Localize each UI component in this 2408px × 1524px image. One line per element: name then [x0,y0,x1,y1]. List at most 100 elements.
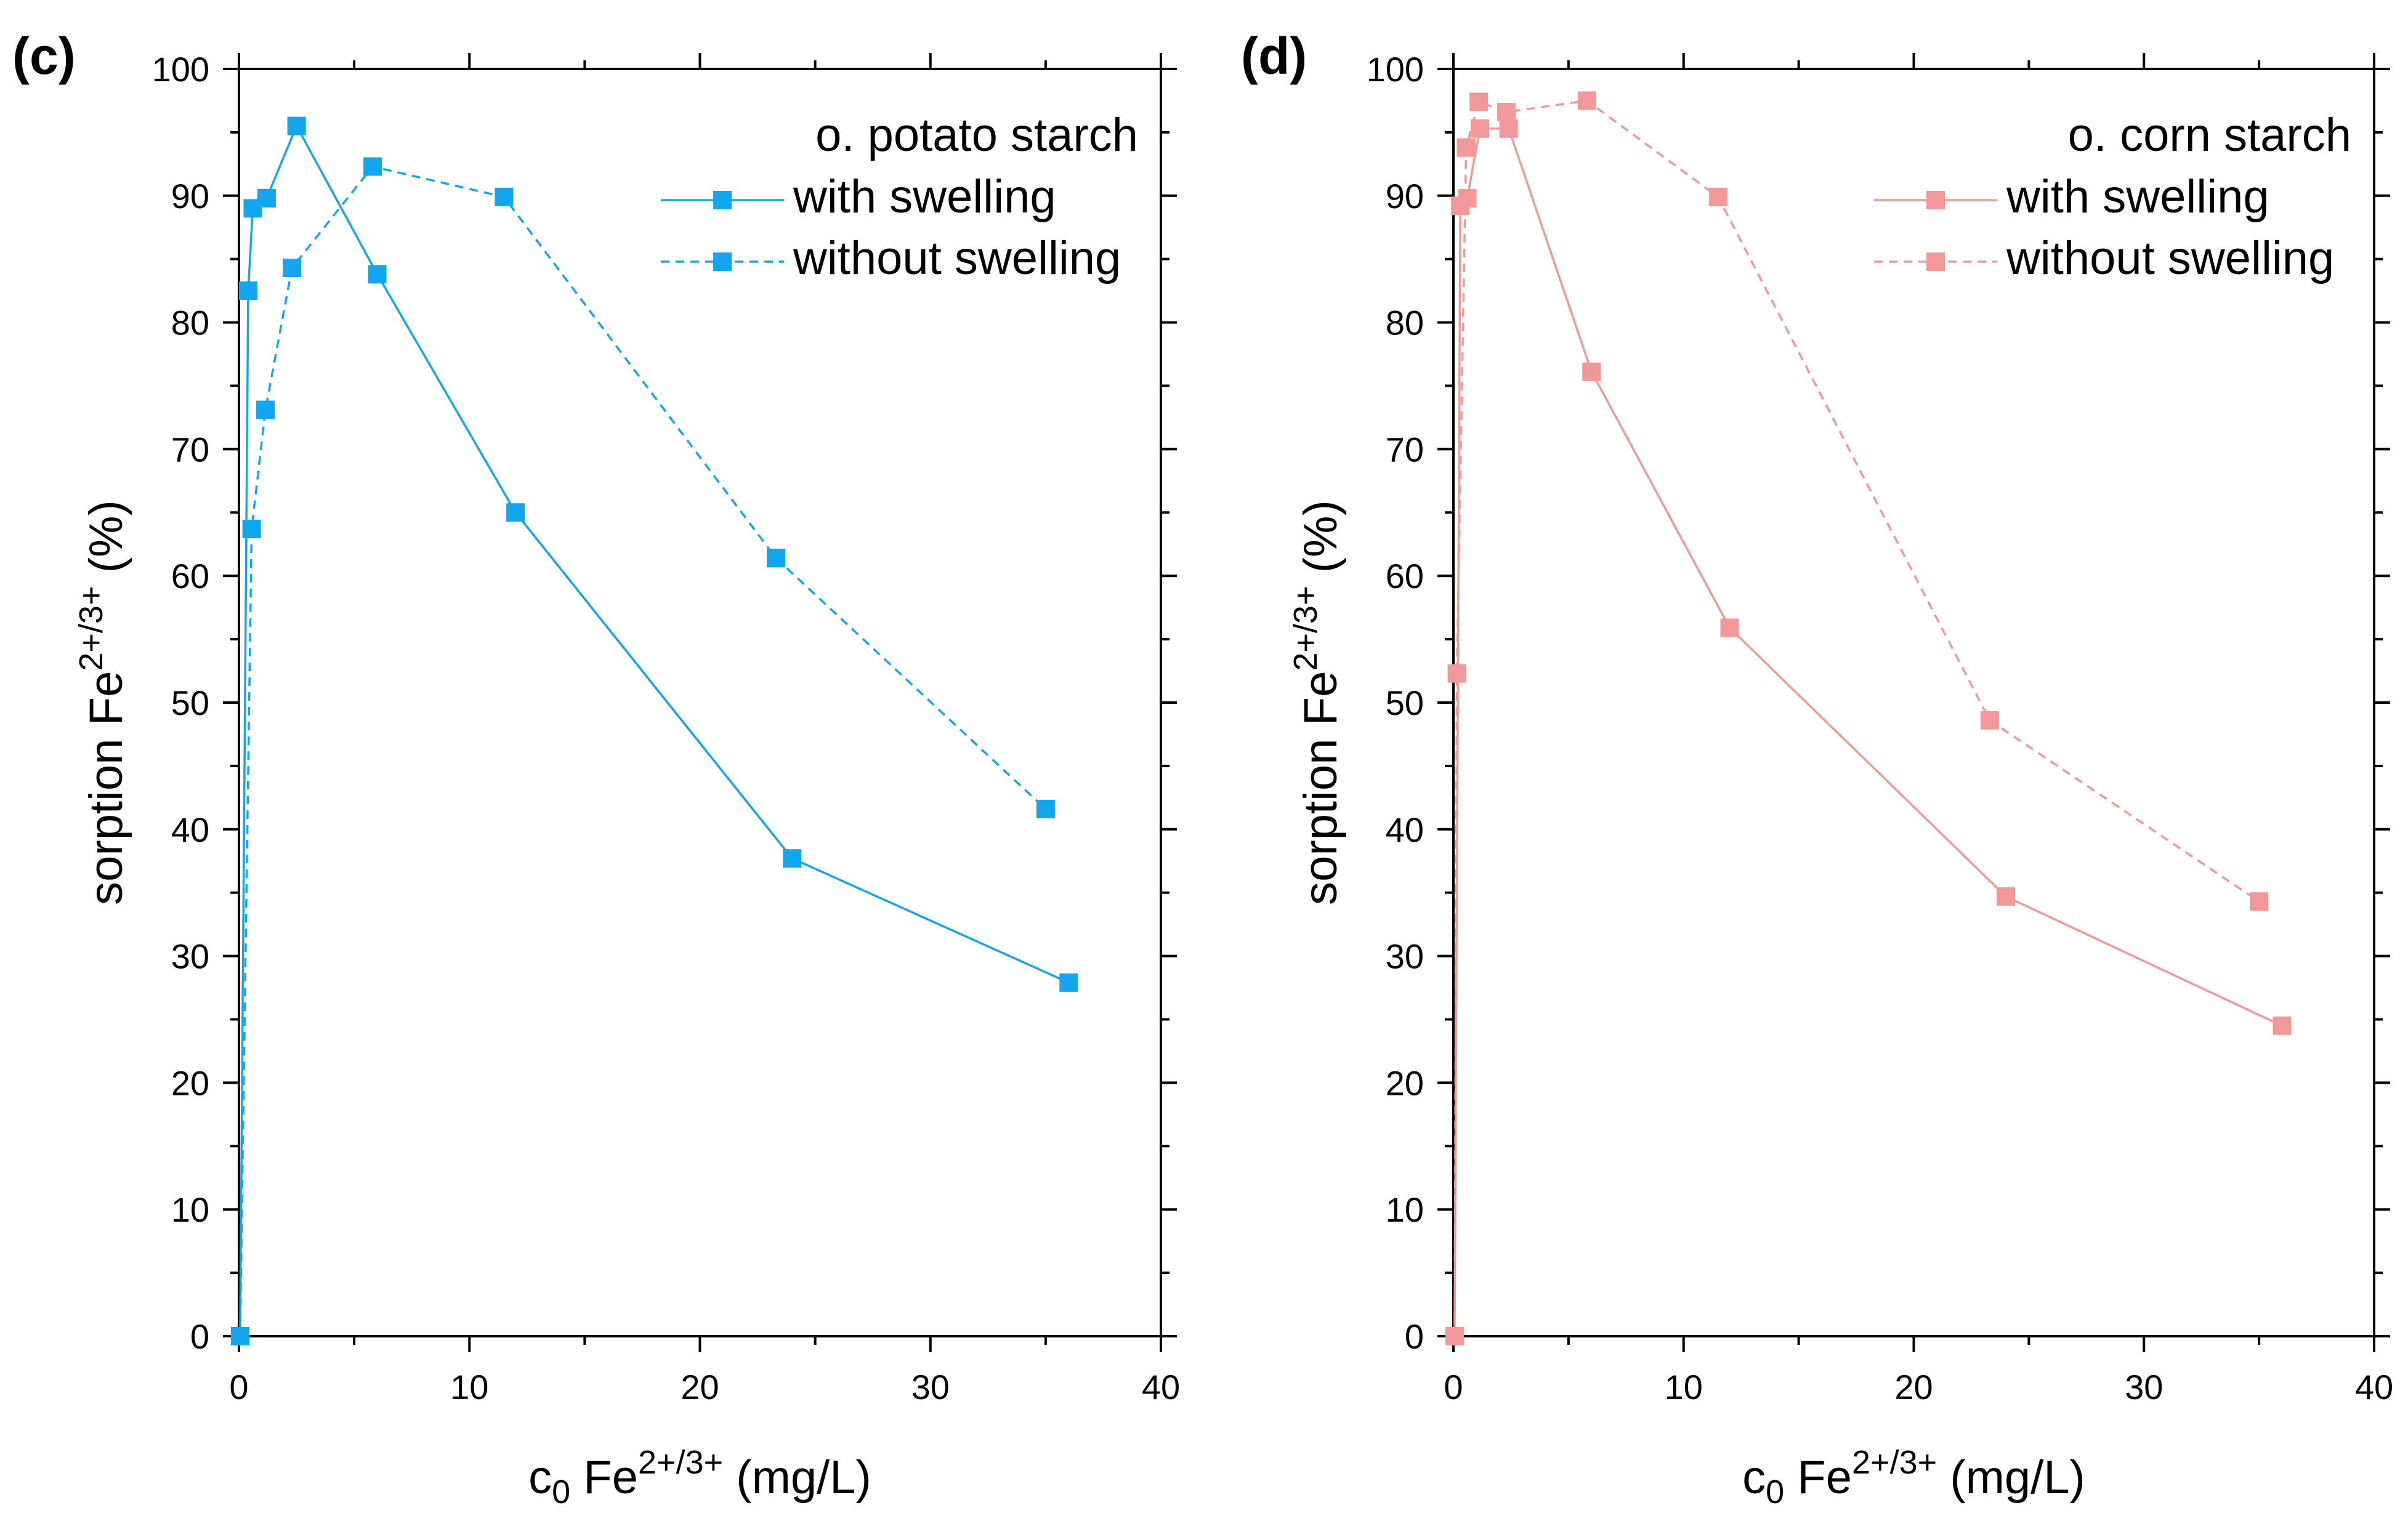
panel-c-y-tick-label: 60 [171,557,209,595]
panel-c-y-tick-label: 70 [171,430,209,469]
panel-c-series-with-swelling-line [239,123,1070,1337]
panel-d-y-tick-label: 40 [1386,810,1424,849]
panel-d-x-tick-label: 10 [1665,1368,1703,1406]
panel-c-y-tick-label: 50 [171,683,209,722]
panel-c-x-axis-label-sub: 0 [552,1474,570,1510]
panel-c-series-with-swelling-marker [783,849,802,868]
panel-d-series-without-swelling-marker [1577,91,1596,110]
panel-c-x-axis-label-unit: (mg/L) [723,1451,871,1504]
panel-c-series-with-swelling-marker [1059,973,1078,992]
panel-d-y-tick-label: 70 [1386,430,1424,469]
panel-c-series-with-swelling-marker [287,116,306,135]
panel-c-legend-with-swelling-label: with swelling [793,171,1056,223]
panel-c-x-tick-label: 0 [229,1368,248,1406]
panel-d-series-without-swelling-marker [1497,102,1516,121]
panel-d-y-tick-label: 20 [1386,1063,1424,1102]
panel-c-series-without-swelling-line [239,165,1047,1337]
panel-c-y-tick-label: 30 [171,937,209,976]
panel-d-x-axis-label-sup: 2+/3+ [1852,1444,1937,1481]
panel-d-letter: (d) [1241,27,1307,85]
panel-c-y-tick-label: 20 [171,1063,209,1102]
panel-d-series-without-swelling-marker [2250,892,2269,911]
panel-d-series-with-swelling-marker [1720,618,1739,637]
panel-d-y-axis-label-unit: (%) [1295,500,1347,586]
panel-d-y-tick-label: 80 [1386,304,1424,342]
panel-c-x-tick-label: 40 [1142,1368,1180,1406]
panel-d-y-tick-label: 50 [1386,683,1424,722]
panel-d-series-with-swelling-marker [1458,188,1477,208]
panel-c-y-tick-label: 100 [152,50,209,89]
panel-c-y-axis-label-main: sorption Fe [80,671,132,905]
panel-d-legend-without-swelling-label: without swelling [2006,232,2334,284]
panel-c-legend-without-swelling-marker [713,252,732,271]
panel-c-series-without-swelling-marker [767,549,786,568]
panel-d-series-with-swelling-marker [2273,1016,2292,1035]
panel-d-series-without-swelling-marker [1708,187,1727,206]
panel-c-x-axis-label-sup: 2+/3+ [638,1444,723,1481]
panel-d-legend-without-swelling-marker [1926,252,1945,271]
panel-c-x-tick-label: 30 [911,1368,950,1406]
panel-d-series-without-swelling-marker [1469,92,1489,111]
panel-c-series-without-swelling-marker [242,520,261,539]
panel-c-legend-with-swelling-marker [713,191,732,209]
panel-c-legend-title: o. potato starch [815,109,1138,161]
panel-d-x-axis-label-main: c [1742,1451,1766,1504]
panel-c-series-without-swelling-marker [1036,799,1055,818]
panel-d-series-without-swelling-marker [1447,664,1466,683]
panel-d-y-axis-label-sup: 2+/3+ [1287,586,1324,671]
panel-d-x-tick-label: 0 [1444,1368,1463,1406]
panel-d-y-axis-label-main: sorption Fe [1295,671,1347,905]
panel-c-y-axis-label-unit: (%) [80,500,132,586]
panel-d-series-without-swelling-marker [1445,1327,1464,1345]
panel-d-legend-with-swelling-label: with swelling [2006,171,2269,223]
panel-c-legend-without-swelling-label: without swelling [793,232,1121,284]
panel-d-y-axis-label: sorption Fe2+/3+ (%) [1287,500,1347,905]
panel-c-series-with-swelling-marker [257,188,276,208]
panel-d-series-with-swelling-marker [1582,362,1601,381]
panel-d-y-tick-label: 100 [1367,50,1424,89]
panel-d-x-tick-label: 40 [2355,1368,2393,1406]
panel-d-y-tick-label: 90 [1386,177,1424,216]
panel-c-y-tick-label: 90 [171,177,209,216]
panel-c-series-with-swelling-marker [368,265,387,284]
panel-c-series-without-swelling-marker [283,259,302,278]
panel-c-series-with-swelling-marker [506,503,525,522]
panel-d-series-with-swelling-line [1453,127,2283,1337]
panel-d-y-tick-label: 10 [1386,1190,1424,1229]
panel-d-series-without-swelling-marker [1980,711,1999,730]
panel-d-x-axis-label: c0 Fe2+/3+ (mg/L) [1742,1444,2085,1510]
panel-c-y-tick-label: 10 [171,1190,209,1229]
panel-c-x-tick-label: 10 [450,1368,488,1406]
panel-c-series-without-swelling-marker [230,1327,249,1345]
panel-d-legend-title: o. corn starch [2068,109,2351,161]
panel-d-legend-with-swelling-marker [1926,191,1945,209]
panel-d-x-tick-label: 30 [2125,1368,2163,1406]
panel-c-y-tick-label: 40 [171,810,209,849]
panel-c-series-without-swelling-marker [495,187,514,206]
panel-c-series-without-swelling-marker [363,157,382,176]
panel-d-series-with-swelling-marker [1499,119,1518,138]
panel-c-y-axis-label: sorption Fe2+/3+ (%) [73,500,132,905]
panel-c-y-tick-label: 80 [171,304,209,342]
panel-c-x-tick-label: 20 [681,1368,719,1406]
panel-c-series-without-swelling-marker [256,400,275,419]
panel-c-series-with-swelling-marker [238,281,257,300]
panel-d-x-axis-label-sub: 0 [1766,1474,1784,1510]
panel-c-letter: (c) [12,27,76,85]
panel-d-x-axis-label-mid: Fe [1784,1451,1852,1504]
panel-d-y-tick-label: 30 [1386,937,1424,976]
panel-d-series-without-swelling-marker [1457,138,1476,157]
panel-c-y-tick-label: 0 [190,1317,209,1356]
panel-c-x-axis-label: c0 Fe2+/3+ (mg/L) [528,1444,871,1510]
panel-d-y-tick-label: 60 [1386,557,1424,595]
panel-d-series-with-swelling-marker [1997,887,2015,906]
panel-c-x-axis-label-main: c [528,1451,552,1504]
panel-d-y-tick-label: 0 [1405,1317,1424,1356]
panel-c-x-axis-label-mid: Fe [570,1451,638,1504]
panel-c-y-axis-label-sup: 2+/3+ [73,586,110,671]
panel-d-x-tick-label: 20 [1894,1368,1933,1406]
